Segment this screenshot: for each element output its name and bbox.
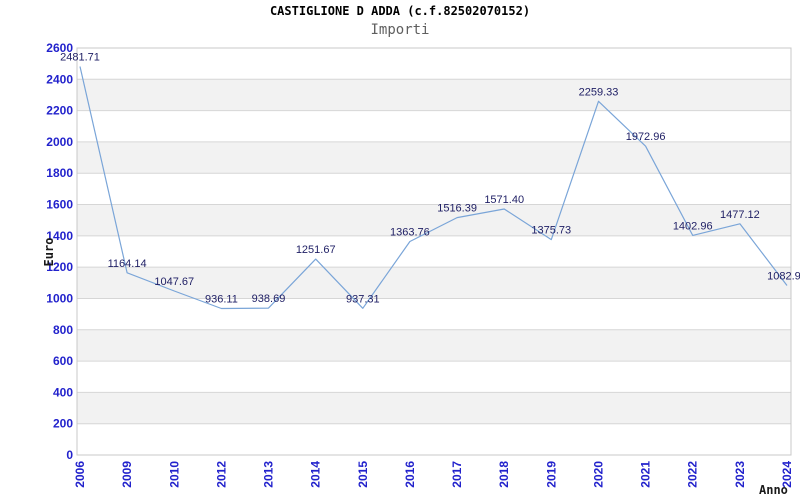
point-label: 1402.96: [673, 220, 713, 232]
point-label: 1375.73: [531, 225, 571, 237]
x-tick-label: 2020: [592, 461, 606, 488]
x-tick-label: 2014: [309, 461, 323, 488]
point-label: 1516.39: [437, 203, 477, 215]
x-tick-label: 2009: [120, 461, 134, 488]
y-tick-label: 2400: [46, 72, 73, 86]
grid-band: [77, 392, 791, 424]
y-tick-label: 600: [53, 354, 73, 368]
point-label: 1047.67: [154, 276, 194, 288]
x-tick-label: 2016: [403, 461, 417, 488]
point-label: 2481.71: [60, 52, 100, 64]
x-tick-label: 2023: [733, 461, 747, 488]
x-tick-label: 2012: [214, 461, 228, 488]
point-label: 938.69: [252, 293, 286, 305]
grid-band: [77, 329, 791, 362]
x-tick-label: 2024: [780, 461, 794, 488]
point-label: 1082.96: [767, 271, 800, 283]
x-axis-title: Anno: [759, 483, 788, 497]
x-tick-label: 2015: [356, 461, 370, 488]
x-tick-label: 2010: [167, 461, 181, 488]
point-label: 937.31: [346, 293, 380, 305]
point-label: 2259.33: [579, 86, 619, 98]
x-tick-label: 2019: [544, 461, 558, 488]
point-label: 936.11: [205, 294, 238, 306]
y-tick-label: 1800: [46, 166, 73, 180]
grid-band: [77, 204, 791, 236]
point-label: 1571.40: [484, 194, 524, 206]
y-tick-label: 1000: [46, 291, 73, 305]
y-tick-label: 1400: [46, 229, 73, 243]
y-tick-label: 1200: [46, 260, 73, 274]
point-label: 1251.67: [296, 244, 336, 256]
data-line: [79, 66, 788, 310]
x-tick-label: 2017: [450, 461, 464, 488]
x-tick-label: 2018: [497, 461, 511, 488]
chart-subtitle: Importi: [370, 22, 430, 38]
y-tick-label: 2000: [46, 135, 73, 149]
y-tick-label: 2600: [46, 41, 73, 55]
grid-band: [77, 79, 791, 111]
y-axis-title: Euro: [42, 237, 56, 267]
y-tick-label: 2200: [46, 104, 73, 118]
y-tick-label: 0: [66, 448, 73, 462]
x-tick-label: 2006: [73, 461, 87, 488]
point-label: 1972.96: [626, 131, 666, 143]
point-label: 1164.14: [108, 258, 147, 270]
y-tick-label: 400: [53, 385, 73, 399]
x-tick-label: 2021: [639, 461, 653, 488]
y-tick-label: 1600: [46, 198, 73, 212]
point-label: 1477.12: [720, 209, 760, 221]
y-tick-label: 200: [53, 417, 73, 431]
point-label: 1363.76: [390, 227, 430, 239]
y-tick-label: 800: [53, 323, 73, 337]
x-tick-label: 2022: [686, 461, 700, 488]
grid-band: [77, 141, 791, 174]
grid-band: [77, 267, 791, 299]
x-tick-label: 2013: [262, 461, 276, 488]
plot-border: [76, 47, 792, 456]
chart-title: CASTIGLIONE D ADDA (c.f.82502070152): [269, 4, 531, 18]
